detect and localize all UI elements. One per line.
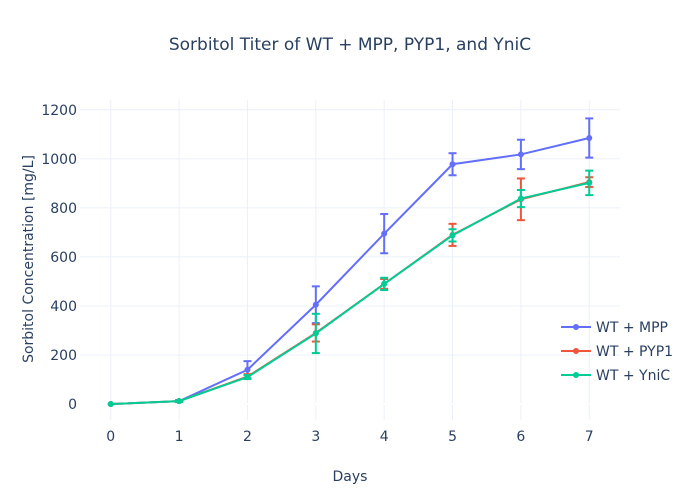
data-point[interactable] [381,230,388,237]
x-tick-label: 6 [516,429,525,445]
y-tick-label: 1200 [41,103,77,119]
x-tick-label: 7 [585,429,594,445]
y-tick-label: 1000 [41,152,77,168]
y-tick-label: 200 [50,348,77,364]
y-tick-label: 0 [68,397,77,413]
series-line [110,181,590,406]
y-axis-title: Sorbitol Concentration [mg/L] [21,155,37,363]
data-point[interactable] [586,135,593,142]
legend[interactable]: WT + MPP WT + PYP1 WT + YniC [561,320,673,384]
series-line [110,137,590,406]
x-axis-title: Days [333,469,368,485]
data-point[interactable] [449,232,456,239]
legend-marker [573,348,579,354]
legend-label: WT + MPP [596,320,668,336]
data-point[interactable] [312,301,319,308]
legend-item[interactable]: WT + MPP [561,320,668,336]
data-point[interactable] [517,151,524,158]
x-axis-ticks: 0 1 2 3 4 5 6 7 [106,429,593,445]
data-point[interactable] [107,401,114,408]
x-tick-label: 1 [175,429,184,445]
legend-label: WT + PYP1 [596,344,673,360]
grid [80,100,620,420]
legend-marker [573,324,579,330]
data-point[interactable] [449,161,456,168]
series-group [107,117,594,408]
legend-marker [573,372,579,378]
x-tick-label: 4 [380,429,389,445]
x-tick-label: 2 [243,429,252,445]
legend-item[interactable]: WT + PYP1 [561,344,673,360]
data-point[interactable] [312,330,319,337]
y-tick-label: 800 [50,201,77,217]
legend-label: WT + YniC [596,368,670,384]
data-point[interactable] [517,195,524,202]
x-tick-label: 5 [448,429,457,445]
series-group [107,169,594,408]
plot-area [107,117,594,408]
data-point[interactable] [244,366,251,373]
series-line [110,181,590,406]
y-tick-label: 400 [50,299,77,315]
data-point[interactable] [381,280,388,287]
data-point[interactable] [586,179,593,186]
data-point[interactable] [244,374,251,381]
x-tick-label: 3 [311,429,320,445]
chart-title: Sorbitol Titer of WT + MPP, PYP1, and Yn… [169,35,531,55]
y-axis-ticks: 0 200 400 600 800 1000 1200 [41,103,77,413]
legend-item[interactable]: WT + YniC [561,368,670,384]
x-tick-label: 0 [106,429,115,445]
data-point[interactable] [176,398,183,405]
y-tick-label: 600 [50,250,77,266]
